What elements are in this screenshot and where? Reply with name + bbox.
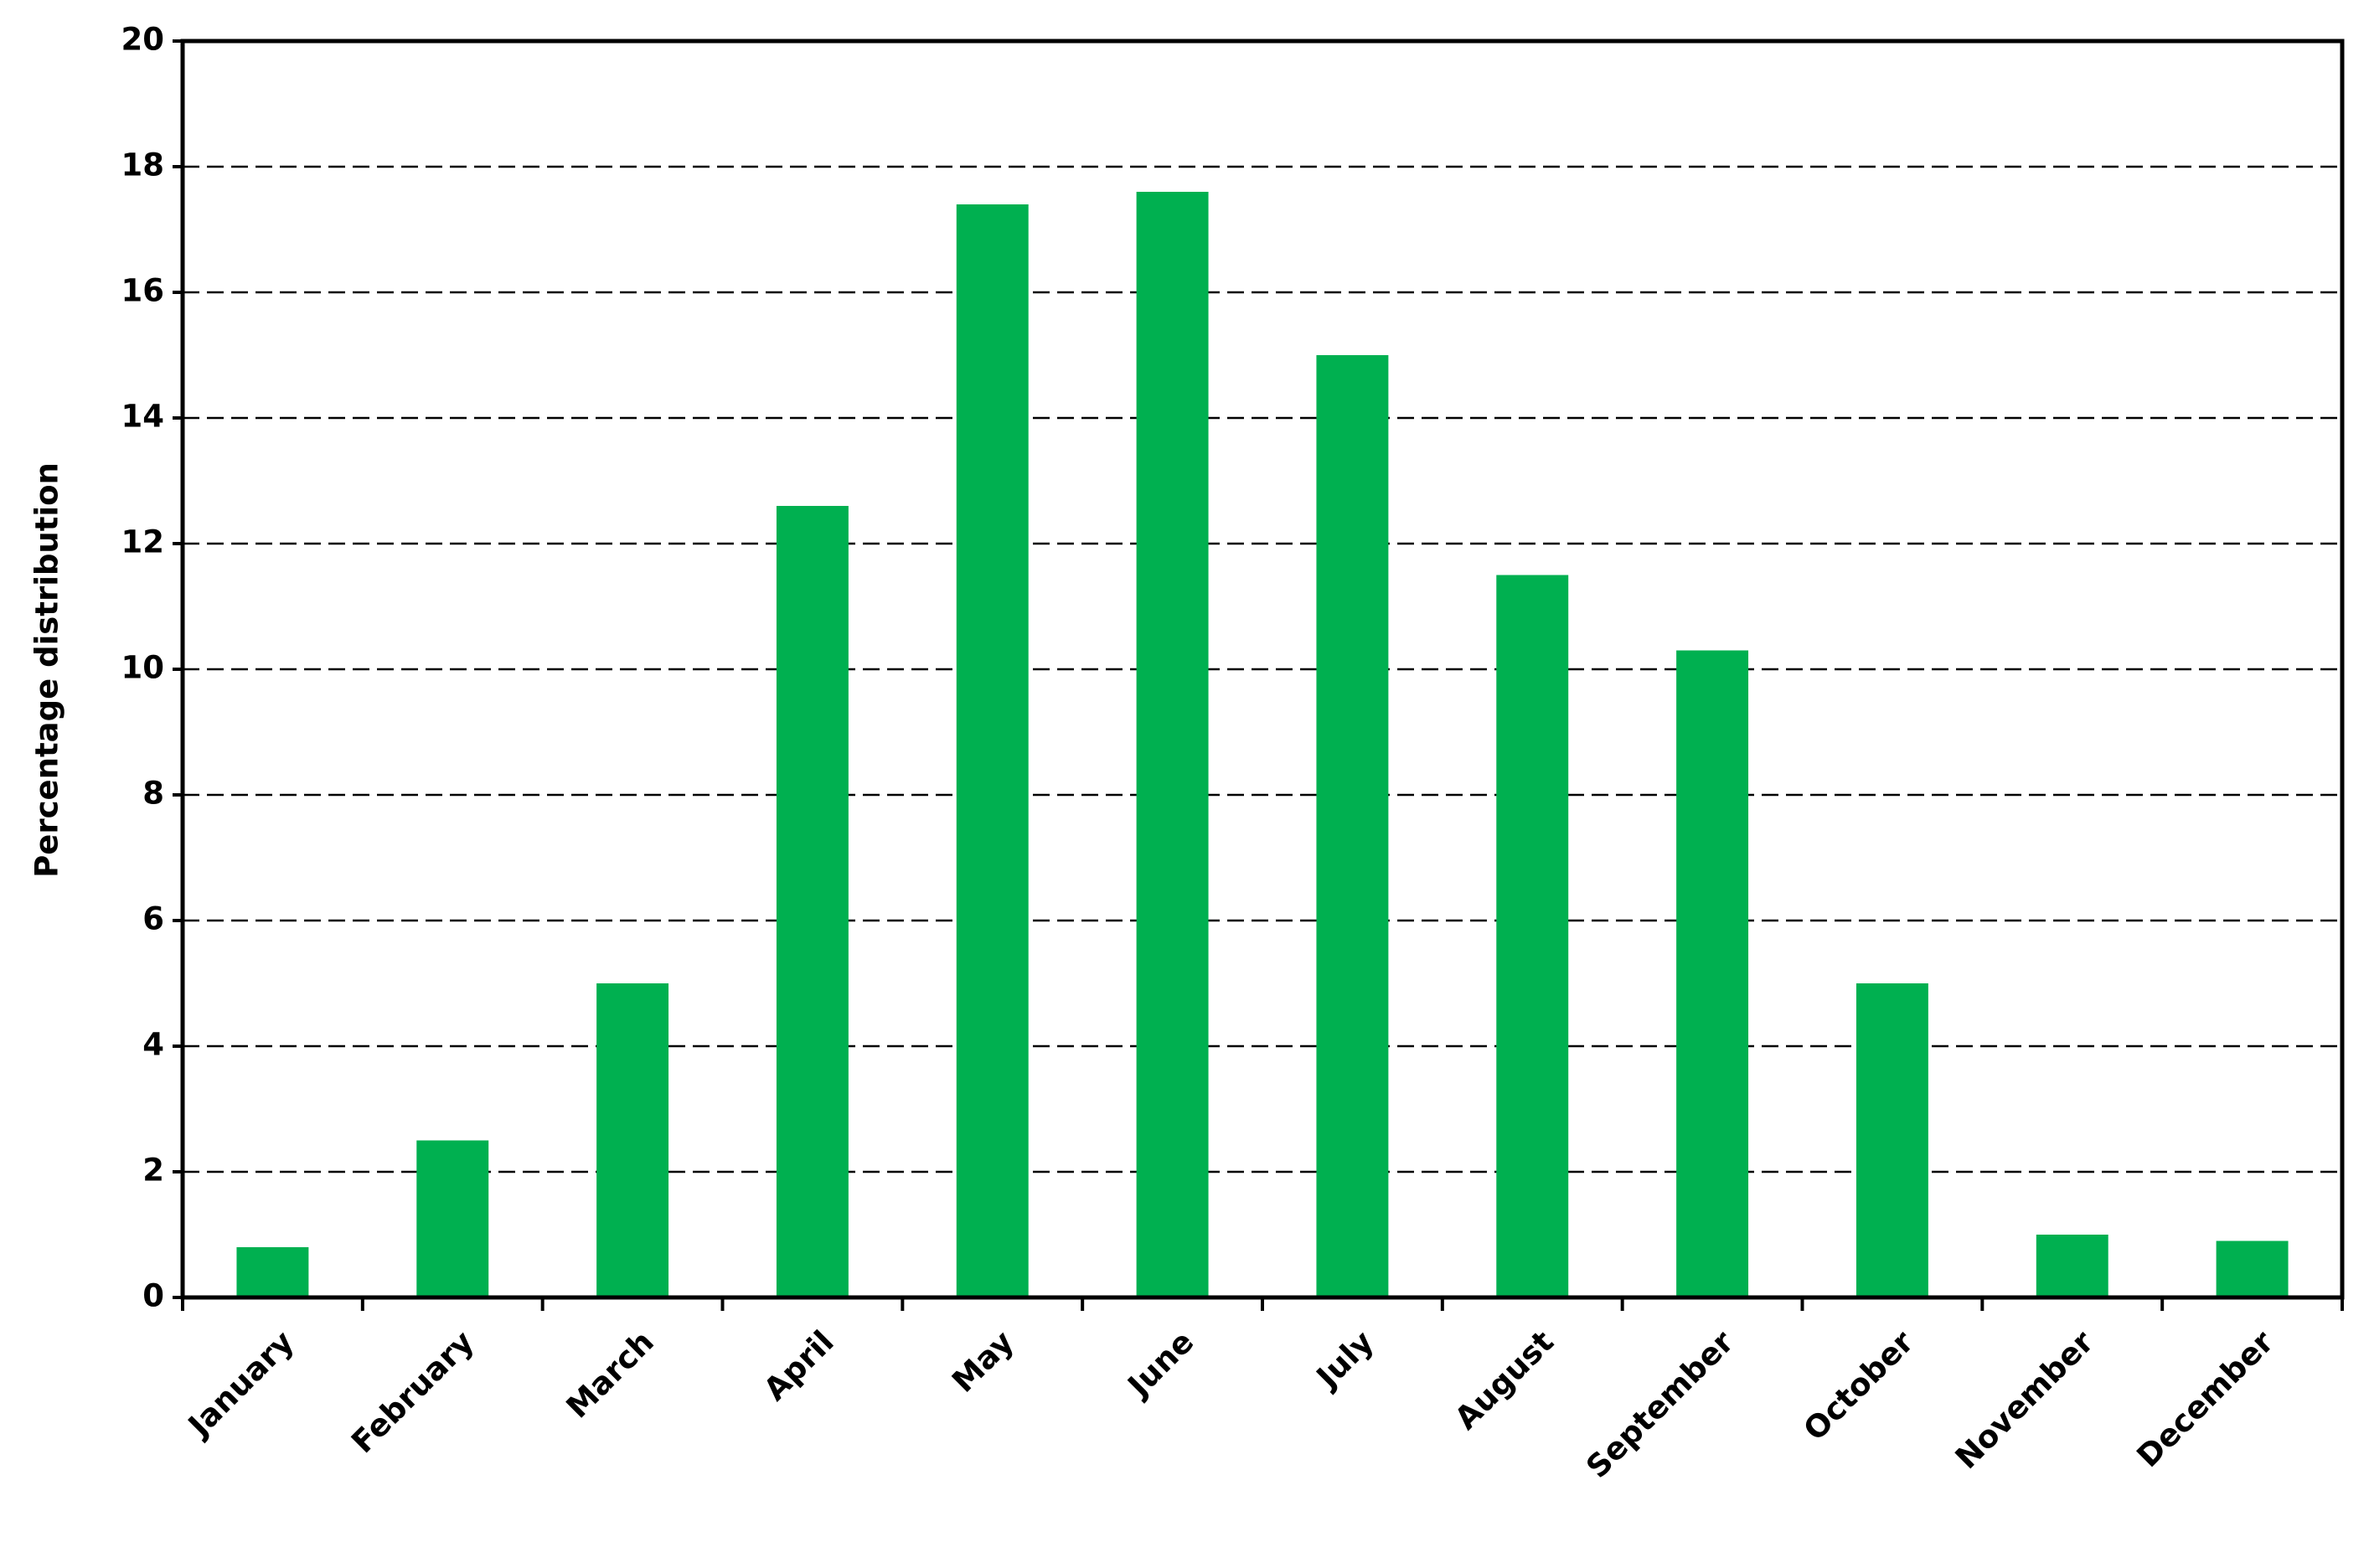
bar: [416, 1140, 489, 1297]
bar: [1136, 192, 1209, 1297]
y-axis-label: Percentage distribution: [29, 462, 65, 878]
y-tick-label: 0: [142, 1278, 164, 1314]
x-tick-label: December: [2130, 1323, 2281, 1474]
y-tick-label: 20: [121, 22, 165, 58]
y-tick-label: 2: [142, 1153, 164, 1189]
bar: [1316, 355, 1389, 1297]
y-tick-label: 18: [121, 147, 165, 183]
x-tick-label: September: [1579, 1323, 1741, 1485]
x-tick-label: April: [756, 1323, 840, 1407]
x-tick-label: March: [560, 1323, 661, 1425]
x-tick-label: November: [1948, 1323, 2101, 1476]
bar: [776, 506, 849, 1297]
y-tick-label: 6: [142, 901, 164, 937]
bar: [1855, 983, 1928, 1297]
x-tick-label: January: [179, 1323, 301, 1445]
x-tick-label: May: [945, 1323, 1020, 1399]
y-tick-label: 16: [121, 273, 165, 309]
y-tick-label: 8: [142, 776, 164, 812]
x-tick-label: October: [1797, 1323, 1922, 1448]
x-tick-label: June: [1119, 1323, 1200, 1405]
bar: [236, 1247, 309, 1297]
bar: [1496, 575, 1569, 1297]
bar: [956, 204, 1029, 1297]
x-tick-label: August: [1448, 1323, 1561, 1436]
y-tick-label: 14: [121, 399, 165, 435]
y-tick-label: 10: [121, 650, 165, 686]
x-tick-label: July: [1308, 1323, 1381, 1396]
plot-frame: [180, 39, 2345, 1300]
bar: [2036, 1235, 2108, 1297]
y-tick-label: 12: [121, 524, 165, 560]
bar: [2216, 1240, 2289, 1297]
bar: [1676, 650, 1749, 1297]
bar: [596, 983, 669, 1297]
x-tick-label: February: [344, 1323, 481, 1460]
y-tick-label: 4: [142, 1027, 164, 1063]
